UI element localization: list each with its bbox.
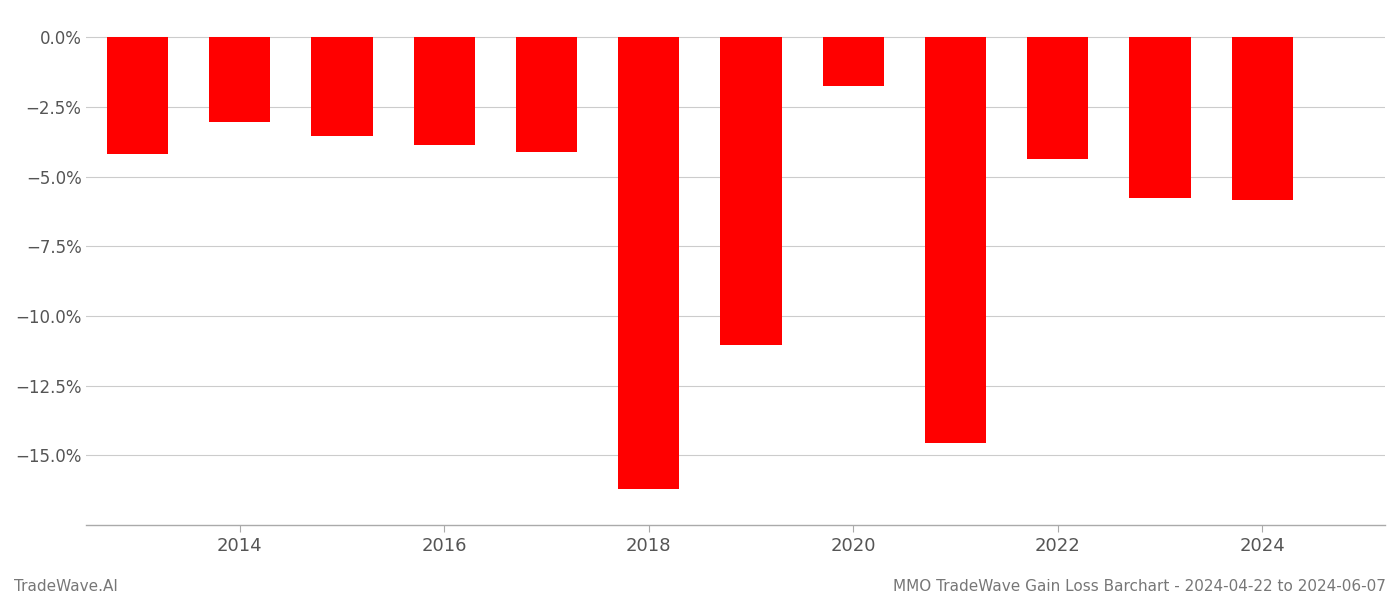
Bar [925,37,986,443]
Text: MMO TradeWave Gain Loss Barchart - 2024-04-22 to 2024-06-07: MMO TradeWave Gain Loss Barchart - 2024-… [893,579,1386,594]
Bar [823,37,883,86]
Bar [617,37,679,489]
Bar [721,37,781,346]
Bar [1130,37,1191,197]
Bar [413,37,475,145]
Bar [515,37,577,152]
Bar [209,37,270,122]
Bar [106,37,168,154]
Bar [1028,37,1088,158]
Text: TradeWave.AI: TradeWave.AI [14,579,118,594]
Bar [311,37,372,136]
Bar [1232,37,1294,200]
